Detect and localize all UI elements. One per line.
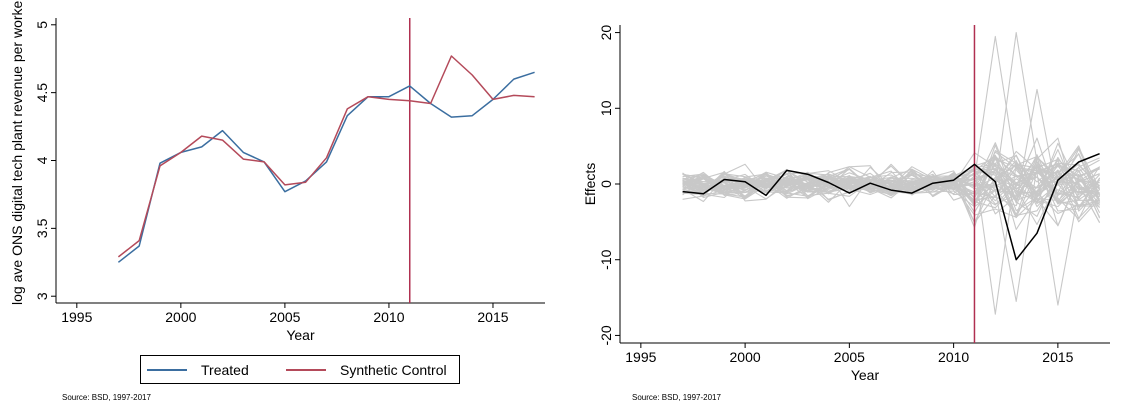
placebo-line — [682, 163, 1100, 201]
x-tick-label: 2015 — [1042, 349, 1073, 365]
placebo-line — [682, 158, 1100, 195]
legend-swatch-synthetic — [286, 368, 326, 371]
series-line-synthetic-control — [117, 55, 535, 258]
x-tick-label: 2000 — [165, 309, 196, 325]
placebo-effects-chart: -20 -10 0 10 20 1995 2000 2005 2010 2015 Year Effec… — [582, 25, 1110, 383]
legend-label-treated: Treated — [201, 361, 249, 378]
y-tick-label: 20 — [598, 25, 614, 41]
legend-item-treated: Treated — [147, 356, 249, 383]
series-line-treated — [117, 71, 535, 263]
chart-legend: Treated Synthetic Control — [140, 355, 460, 384]
x-axis-title: Year — [286, 327, 315, 343]
y-tick-label: 4 — [34, 156, 50, 164]
x-tick-label: 2010 — [373, 309, 404, 325]
y-tick-label: 3.5 — [34, 218, 50, 238]
synthetic-control-chart: 3 3.5 4 4.5 5 1995 2000 2005 2010 2015 Year log ave… — [9, 0, 545, 343]
synthetic-control-panel: 3 3.5 4 4.5 5 1995 2000 2005 2010 2015 Year log ave… — [0, 0, 560, 413]
treated-effect-line — [682, 153, 1100, 261]
source-note: Source: BSD, 1997-2017 — [62, 393, 151, 402]
x-axis-title: Year — [851, 367, 880, 383]
y-tick-label: 4.5 — [34, 83, 50, 103]
placebo-line — [682, 165, 1100, 202]
y-tick-label: 3 — [34, 292, 50, 300]
placebo-line — [682, 164, 1101, 214]
x-tick-label: 1995 — [625, 349, 656, 365]
y-tick-label: -10 — [598, 249, 614, 269]
placebo-line — [682, 171, 1100, 227]
placebo-line — [682, 156, 1101, 229]
y-tick-label: 0 — [598, 180, 614, 188]
placebo-line — [682, 154, 1101, 224]
source-note: Source: BSD, 1997-2017 — [632, 393, 721, 402]
legend-label-synthetic: Synthetic Control — [340, 361, 447, 378]
legend-item-synthetic: Synthetic Control — [286, 356, 447, 383]
y-axis-title: log ave ONS digital tech plant revenue p… — [9, 0, 25, 305]
x-tick-label: 2005 — [834, 349, 865, 365]
x-tick-label: 2005 — [269, 309, 300, 325]
placebo-line — [682, 150, 1100, 208]
y-tick-label: 10 — [598, 100, 614, 116]
x-tick-label: 2015 — [477, 309, 508, 325]
y-tick-label: -20 — [598, 325, 614, 345]
y-tick-label: 5 — [34, 21, 50, 29]
placebo-effects-panel: -20 -10 0 10 20 1995 2000 2005 2010 2015 Year Effec… — [560, 0, 1121, 413]
x-tick-label: 2010 — [938, 349, 969, 365]
legend-swatch-treated — [147, 368, 187, 371]
x-tick-label: 1995 — [61, 309, 92, 325]
y-axis-title: Effects — [582, 163, 598, 206]
x-tick-label: 2000 — [730, 349, 761, 365]
placebo-line — [682, 154, 1101, 200]
